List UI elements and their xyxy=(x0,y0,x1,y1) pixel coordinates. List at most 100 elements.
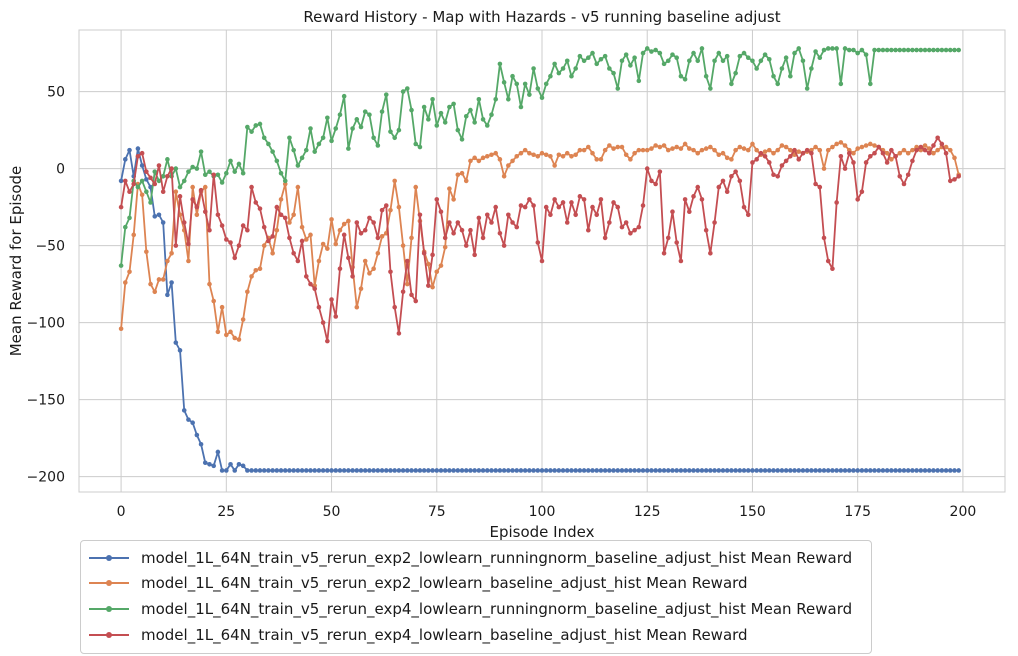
data-point xyxy=(804,86,810,91)
data-point xyxy=(737,53,743,59)
data-point xyxy=(442,244,448,250)
data-point xyxy=(720,58,726,64)
data-point xyxy=(346,468,351,473)
data-point xyxy=(893,47,898,53)
data-point xyxy=(148,175,153,181)
data-point xyxy=(804,147,810,153)
data-point xyxy=(316,258,322,264)
data-point xyxy=(733,70,738,76)
data-point xyxy=(400,289,406,295)
data-point xyxy=(261,135,267,141)
data-point xyxy=(792,468,797,473)
data-point xyxy=(708,251,713,256)
data-point xyxy=(459,468,465,473)
data-point xyxy=(278,170,284,176)
data-point xyxy=(880,47,886,53)
data-point xyxy=(354,304,360,310)
data-point xyxy=(287,468,292,473)
data-point xyxy=(623,152,629,158)
data-point xyxy=(926,47,932,53)
data-point xyxy=(771,73,776,79)
data-point xyxy=(287,135,292,141)
data-point xyxy=(333,468,339,473)
data-point xyxy=(931,150,936,156)
data-point xyxy=(901,181,907,187)
data-point xyxy=(665,235,671,241)
data-point xyxy=(459,137,465,142)
data-point xyxy=(190,164,195,170)
data-point xyxy=(463,113,469,119)
data-point xyxy=(177,184,183,190)
data-point xyxy=(219,468,225,473)
data-point xyxy=(501,80,507,85)
data-point xyxy=(729,157,734,162)
data-point xyxy=(851,47,856,53)
data-point xyxy=(169,166,174,171)
data-point xyxy=(855,146,860,151)
data-point xyxy=(825,147,831,153)
data-point xyxy=(750,58,755,64)
data-point xyxy=(396,204,402,210)
data-point xyxy=(417,144,423,150)
data-point xyxy=(165,292,170,298)
data-point xyxy=(577,194,583,199)
data-point xyxy=(447,186,452,191)
data-point xyxy=(236,337,242,342)
data-point xyxy=(514,81,520,87)
data-point xyxy=(350,468,355,473)
data-point xyxy=(560,200,566,205)
data-point xyxy=(628,468,633,473)
data-point xyxy=(918,47,924,53)
data-point xyxy=(590,150,595,156)
data-point xyxy=(809,66,814,71)
data-point xyxy=(649,49,654,54)
data-point xyxy=(468,107,473,113)
data-point xyxy=(590,204,595,210)
data-point xyxy=(152,181,158,187)
data-point xyxy=(653,143,658,148)
data-point xyxy=(350,274,355,279)
data-point xyxy=(657,169,663,174)
data-point xyxy=(156,178,162,184)
data-point xyxy=(329,468,334,473)
data-point xyxy=(274,227,280,233)
data-point xyxy=(682,141,688,147)
data-point xyxy=(766,468,772,473)
data-point xyxy=(859,189,865,194)
data-point xyxy=(926,468,932,473)
data-point xyxy=(295,258,301,264)
data-point xyxy=(741,468,747,473)
data-point xyxy=(186,241,191,247)
data-point xyxy=(367,468,372,473)
data-point xyxy=(905,468,911,473)
reward-history-chart: 0 25 50 75 100 125 150 175 200 −200 −150 −100 −50 0 5… xyxy=(7,8,1006,540)
data-point xyxy=(320,468,326,473)
data-point xyxy=(518,150,524,156)
data-point xyxy=(224,237,229,242)
data-point xyxy=(703,146,709,151)
data-point xyxy=(135,146,141,151)
data-point xyxy=(484,468,490,473)
data-point xyxy=(518,203,524,208)
data-point xyxy=(358,468,364,473)
data-point xyxy=(863,160,869,165)
data-point xyxy=(455,172,461,178)
data-point xyxy=(636,224,642,230)
data-point xyxy=(522,468,528,473)
data-point xyxy=(855,197,860,202)
legend-item-series-4: model_1L_64N_train_v5_rerun_exp4_lowlear… xyxy=(89,622,871,648)
data-point xyxy=(779,143,785,148)
data-point xyxy=(409,468,414,473)
data-point xyxy=(813,144,818,150)
data-point xyxy=(733,147,738,153)
data-point xyxy=(632,150,637,156)
data-point xyxy=(825,46,831,51)
data-point xyxy=(830,468,835,473)
data-point xyxy=(556,468,562,473)
data-point xyxy=(379,468,385,473)
data-point xyxy=(750,141,755,147)
data-point xyxy=(266,238,271,244)
data-point xyxy=(947,178,953,184)
data-point xyxy=(160,220,166,225)
data-point xyxy=(190,197,195,202)
